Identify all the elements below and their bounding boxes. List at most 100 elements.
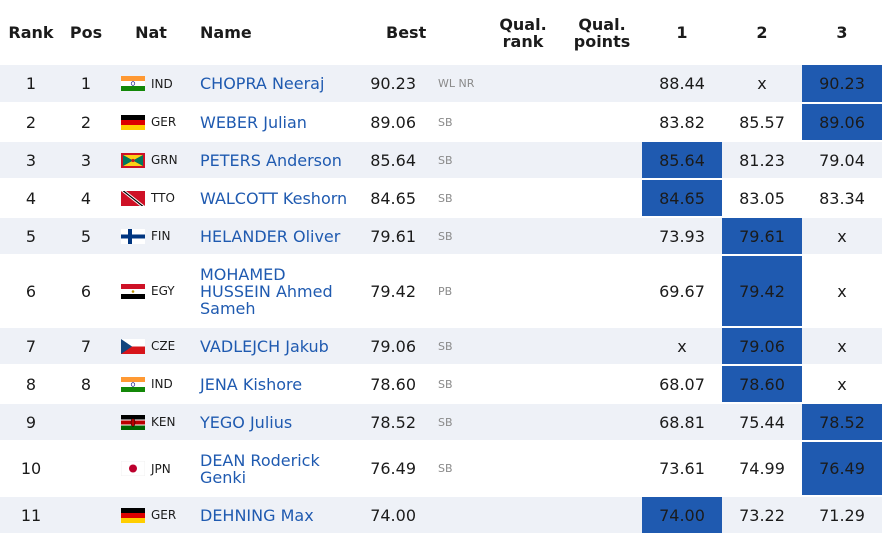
record-note: SB <box>416 365 484 404</box>
qual-rank-header[interactable]: Qual. rank <box>499 14 547 51</box>
record-note: PB <box>416 255 484 328</box>
country-code: GER <box>151 115 177 129</box>
best-header[interactable]: Best <box>386 23 427 42</box>
qual-rank-cell <box>484 255 562 328</box>
country-code: JPN <box>151 461 171 476</box>
best-mark-cell: 78.60 <box>360 365 416 404</box>
table-row: 1 1 IND CHOPRA Neeraj 90.23 WL NR 88.44 x 90.23 <box>0 65 882 104</box>
round-2-header[interactable]: 2 <box>756 23 768 42</box>
athlete-name-link[interactable]: WALCOTT Keshorn <box>200 188 348 208</box>
rank-cell: 5 <box>0 217 62 256</box>
qual-rank-cell <box>484 179 562 218</box>
round-1-result: 88.44 <box>642 65 722 104</box>
athlete-name-cell: DEAN Roderick Genki <box>192 441 360 497</box>
country-code: GER <box>151 508 177 522</box>
athlete-name-link[interactable]: MOHAMED HUSSEIN Ahmed Sameh <box>200 264 333 318</box>
round-3-result: 76.49 <box>802 441 882 497</box>
record-note: SB <box>416 217 484 256</box>
pos-cell <box>62 403 110 442</box>
flag-japan-icon <box>120 460 146 477</box>
round-2-result: 74.99 <box>722 441 802 497</box>
athlete-name-link[interactable]: CHOPRA Neeraj <box>200 74 325 93</box>
flag-trinidad-icon <box>121 190 145 206</box>
round-2-result: 85.57 <box>722 103 802 142</box>
rank-cell: 3 <box>0 141 62 180</box>
record-note: SB <box>416 103 484 142</box>
athlete-name-link[interactable]: VADLEJCH Jakub <box>200 336 329 356</box>
round-2-result: 79.42 <box>722 255 802 328</box>
nat-header[interactable]: Nat <box>135 23 167 42</box>
best-mark-cell: 78.52 <box>360 403 416 442</box>
athlete-name-link[interactable]: YEGO Julius <box>200 412 293 432</box>
round-1-result: x <box>642 327 722 366</box>
athlete-name-link[interactable]: WEBER Julian <box>200 112 307 132</box>
athlete-name-link[interactable]: DEHNING Max <box>200 505 314 525</box>
athlete-name-cell: PETERS Anderson <box>192 141 360 180</box>
country-code: CZE <box>151 339 176 353</box>
table-row: 9 KEN YEGO Julius 78.52 SB 68.81 75.44 78.52 <box>0 403 882 442</box>
flag-india-icon <box>121 76 145 91</box>
qual-rank-cell <box>484 103 562 142</box>
nat-cell: IND <box>110 365 192 404</box>
round-3-result: 89.06 <box>802 103 882 142</box>
record-note: SB <box>416 403 484 442</box>
table-row: 10 JPN DEAN Roderick Genki 76.49 SB 73.61 74.9… <box>0 441 882 497</box>
round-2-result: 79.61 <box>722 217 802 256</box>
qual-points-cell <box>562 103 642 142</box>
round-2-result: 78.60 <box>722 365 802 404</box>
header-row: Rank Pos Nat Name Best Qual. rank Qual. … <box>0 0 882 65</box>
rank-cell: 10 <box>0 441 62 497</box>
rank-cell: 8 <box>0 365 62 404</box>
pos-cell <box>62 496 110 535</box>
qual-points-cell <box>562 441 642 497</box>
best-mark-cell: 90.23 <box>360 65 416 104</box>
pos-cell <box>62 441 110 497</box>
qual-points-header[interactable]: Qual. points <box>573 14 631 51</box>
nat-cell: TTO <box>110 179 192 218</box>
athlete-name-cell: HELANDER Oliver <box>192 217 360 256</box>
name-header[interactable]: Name <box>200 23 252 42</box>
qual-points-cell <box>562 255 642 328</box>
round-3-result: 79.04 <box>802 141 882 180</box>
pos-header[interactable]: Pos <box>69 23 103 42</box>
athlete-name-cell: YEGO Julius <box>192 403 360 442</box>
record-note <box>416 496 484 535</box>
athlete-name-link[interactable]: JENA Kishore <box>200 374 303 394</box>
nat-cell: IND <box>110 65 192 104</box>
athlete-name-link[interactable]: PETERS Anderson <box>200 150 342 170</box>
record-note: SB <box>416 441 484 497</box>
pos-cell: 4 <box>62 179 110 218</box>
rank-cell: 7 <box>0 327 62 366</box>
rank-cell: 6 <box>0 255 62 328</box>
rank-cell: 2 <box>0 103 62 142</box>
qual-points-cell <box>562 65 642 104</box>
best-mark-cell: 84.65 <box>360 179 416 218</box>
athlete-name-link[interactable]: DEAN Roderick Genki <box>200 450 320 487</box>
qual-points-cell <box>562 496 642 535</box>
best-mark-cell: 89.06 <box>360 103 416 142</box>
athlete-name-cell: DEHNING Max <box>192 496 360 535</box>
qual-points-cell <box>562 179 642 218</box>
round-2-result: x <box>722 65 802 104</box>
nat-cell: JPN <box>110 441 192 497</box>
rank-header[interactable]: Rank <box>8 23 54 42</box>
athlete-name-link[interactable]: HELANDER Oliver <box>200 226 341 246</box>
rank-cell: 4 <box>0 179 62 218</box>
flag-india-icon <box>121 376 145 392</box>
pos-cell: 3 <box>62 141 110 180</box>
qual-points-cell <box>562 327 642 366</box>
country-code: IND <box>151 377 173 391</box>
round-1-header[interactable]: 1 <box>676 23 688 42</box>
best-mark-cell: 79.61 <box>360 217 416 256</box>
record-note: SB <box>416 141 484 180</box>
best-mark-cell: 76.49 <box>360 441 416 497</box>
round-3-header[interactable]: 3 <box>836 23 848 42</box>
pos-cell: 6 <box>62 255 110 328</box>
rank-cell: 1 <box>0 65 62 104</box>
flag-germany-icon <box>121 507 145 523</box>
qual-rank-cell <box>484 141 562 180</box>
rank-cell: 9 <box>0 403 62 442</box>
athlete-name-cell: VADLEJCH Jakub <box>192 327 360 366</box>
nat-cell: FIN <box>110 217 192 256</box>
